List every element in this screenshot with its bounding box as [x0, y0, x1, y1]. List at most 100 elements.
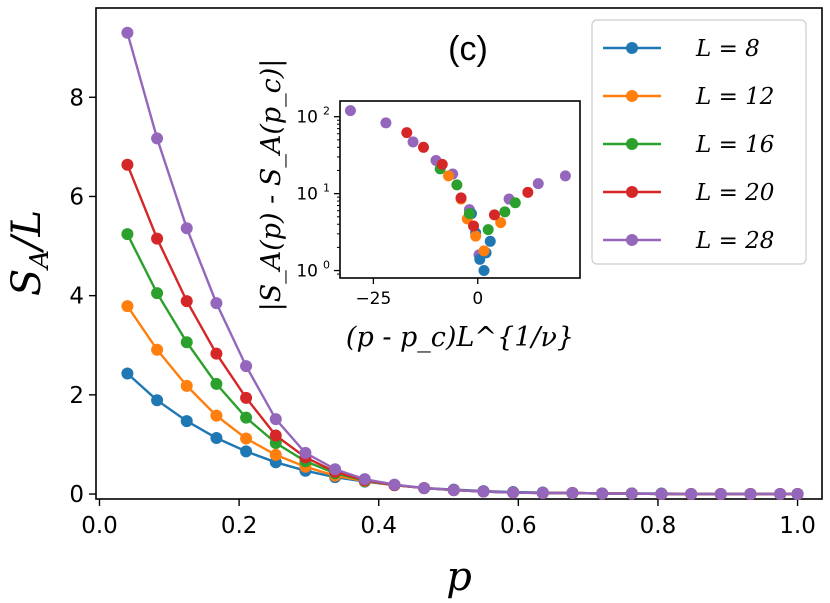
data-point	[121, 158, 134, 171]
legend-box	[591, 19, 807, 265]
y-tick-label: 2	[69, 383, 84, 409]
data-point	[180, 222, 193, 235]
inset-y-axis-label: |S_A(p) - S_A(p_c)|	[256, 59, 287, 312]
inset-y-tick-label: 10	[296, 185, 318, 205]
x-tick-label: 0.0	[81, 513, 118, 539]
series-line	[126, 372, 798, 496]
data-point	[774, 488, 787, 501]
data-point	[151, 394, 164, 407]
legend-marker	[626, 186, 638, 198]
inset-point	[559, 170, 571, 182]
data-point	[507, 486, 520, 499]
inset-x-axis-label: (p - p_c)L^{1/ν}	[346, 322, 574, 353]
y-axis-label-rest: /L	[4, 210, 50, 254]
x-tick-label: 0.4	[360, 513, 397, 539]
inset-point	[499, 206, 511, 218]
data-point	[121, 300, 134, 313]
inset-point	[484, 235, 496, 247]
inset-point	[478, 265, 490, 277]
inset-y-tick-label: 10	[296, 262, 318, 282]
inset-point	[463, 208, 475, 220]
legend: L = 8 L = 12 L = 16 L = 20 L = 28	[591, 19, 807, 265]
legend-entry-label: L = 16	[695, 132, 774, 158]
legend-entry-label: L = 12	[695, 84, 774, 110]
data-point	[210, 431, 223, 444]
inset-y-tick-exponent: 2	[323, 105, 330, 118]
inset-point	[482, 224, 494, 236]
inset-point	[468, 220, 480, 232]
data-point	[685, 488, 698, 501]
inset-series-L-20	[401, 127, 534, 232]
x-tick-label: 1.0	[779, 513, 816, 539]
data-point	[151, 232, 164, 245]
data-point	[180, 415, 193, 428]
data-point	[596, 487, 609, 500]
y-axis-label-sub: A	[25, 250, 55, 271]
legend-marker	[626, 138, 638, 150]
panel-label: (c)	[448, 30, 488, 68]
data-point	[791, 488, 804, 501]
legend-marker	[626, 42, 638, 54]
data-point	[151, 343, 164, 356]
inset-points	[344, 105, 571, 277]
inset-frame	[339, 100, 581, 279]
inset-point	[455, 192, 467, 204]
inset-point	[344, 105, 356, 117]
data-point	[714, 488, 727, 501]
inset-point	[532, 178, 544, 190]
inset-x-tick-label: 0	[472, 289, 483, 309]
data-point	[418, 482, 431, 495]
data-point	[240, 391, 253, 404]
data-point	[240, 411, 253, 424]
data-point	[180, 295, 193, 308]
legend-marker	[626, 90, 638, 102]
inset-point	[495, 217, 507, 229]
data-point	[210, 347, 223, 360]
y-tick-label: 4	[69, 284, 84, 310]
inset-point	[436, 158, 448, 170]
inset-point	[509, 197, 521, 209]
data-point	[151, 287, 164, 300]
data-point	[655, 488, 668, 501]
inset-y-tick-exponent: 0	[323, 259, 330, 272]
data-point	[180, 336, 193, 349]
y-tick-label: 8	[69, 85, 84, 111]
inset-point	[443, 170, 455, 182]
data-point	[210, 297, 223, 310]
data-point	[180, 379, 193, 392]
inset-point	[380, 117, 392, 129]
y-axis-label: SA/L	[4, 210, 55, 296]
inset-y-tick-label: 10	[296, 108, 318, 128]
data-point	[536, 487, 549, 500]
data-point	[388, 478, 401, 491]
legend-marker	[626, 234, 638, 246]
x-axis-label: p	[446, 554, 472, 600]
inset-point	[401, 127, 413, 139]
main-plot-series	[121, 26, 804, 501]
data-point	[477, 485, 490, 498]
inset-point	[488, 209, 500, 221]
data-point	[269, 429, 282, 442]
inset-axis-ticks: −25 0 10 0 10 1 10 2	[296, 105, 483, 309]
y-tick-label: 6	[69, 184, 84, 210]
inset-y-tick-exponent: 1	[323, 182, 330, 195]
series-L-8	[121, 367, 804, 501]
legend-entry-label: L = 28	[695, 228, 774, 254]
inset-point	[451, 179, 463, 191]
data-point	[447, 484, 460, 497]
inset-point	[417, 141, 429, 153]
inset-point	[407, 136, 419, 148]
data-point	[269, 413, 282, 426]
main-plot-frame	[95, 7, 823, 500]
data-point	[121, 367, 134, 380]
data-point	[240, 445, 253, 458]
series-L-28	[121, 26, 804, 501]
data-point	[329, 463, 342, 476]
legend-entry-label: L = 8	[695, 36, 760, 62]
inset-point	[470, 230, 482, 242]
x-tick-label: 0.8	[640, 513, 677, 539]
data-point	[210, 377, 223, 390]
data-point	[744, 488, 757, 501]
x-tick-label: 0.6	[500, 513, 537, 539]
